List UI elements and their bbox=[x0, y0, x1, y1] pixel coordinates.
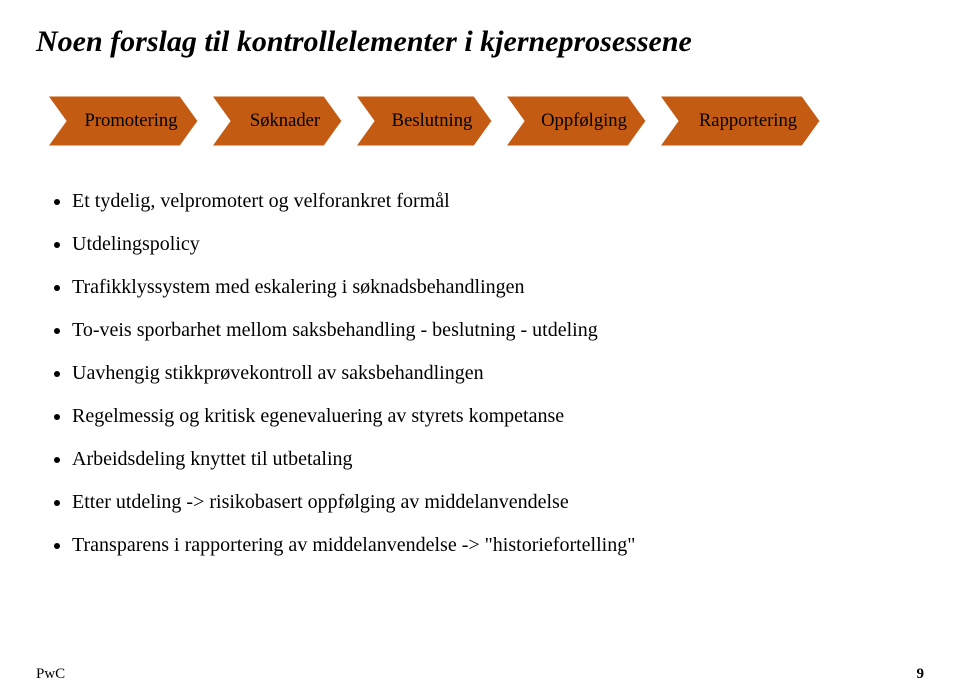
process-step-5: Rapportering bbox=[660, 96, 820, 146]
process-step-1: Promotering bbox=[48, 96, 198, 146]
process-step-3: Beslutning bbox=[356, 96, 492, 146]
bullet-list: Et tydelig, velpromotert og velforankret… bbox=[48, 188, 924, 559]
footer-brand: PwC bbox=[36, 666, 65, 683]
page-number: 9 bbox=[917, 666, 925, 683]
bullet-item: Regelmessig og kritisk egenevaluering av… bbox=[72, 403, 924, 430]
process-chevron-row: Promotering Søknader Beslutning Oppfølging R… bbox=[48, 96, 924, 146]
bullet-item: Uavhengig stikkprøvekontroll av saksbeha… bbox=[72, 360, 924, 387]
bullet-item: Arbeidsdeling knyttet til utbetaling bbox=[72, 446, 924, 473]
process-step-label: Oppfølging bbox=[541, 110, 627, 132]
bullet-item: Et tydelig, velpromotert og velforankret… bbox=[72, 188, 924, 215]
bullet-item: Utdelingspolicy bbox=[72, 231, 924, 258]
process-step-label: Beslutning bbox=[392, 110, 473, 132]
bullet-item: Trafikklyssystem med eskalering i søknad… bbox=[72, 274, 924, 301]
process-step-label: Promotering bbox=[84, 110, 177, 132]
bullet-item: To-veis sporbarhet mellom saksbehandling… bbox=[72, 317, 924, 344]
process-step-label: Rapportering bbox=[699, 110, 797, 132]
process-step-4: Oppfølging bbox=[506, 96, 646, 146]
slide-title: Noen forslag til kontrollelementer i kje… bbox=[36, 24, 924, 60]
process-step-2: Søknader bbox=[212, 96, 342, 146]
bullet-item: Transparens i rapportering av middelanve… bbox=[72, 532, 924, 559]
bullet-item: Etter utdeling -> risikobasert oppfølgin… bbox=[72, 489, 924, 516]
slide: Noen forslag til kontrollelementer i kje… bbox=[0, 0, 960, 697]
process-step-label: Søknader bbox=[250, 110, 320, 132]
